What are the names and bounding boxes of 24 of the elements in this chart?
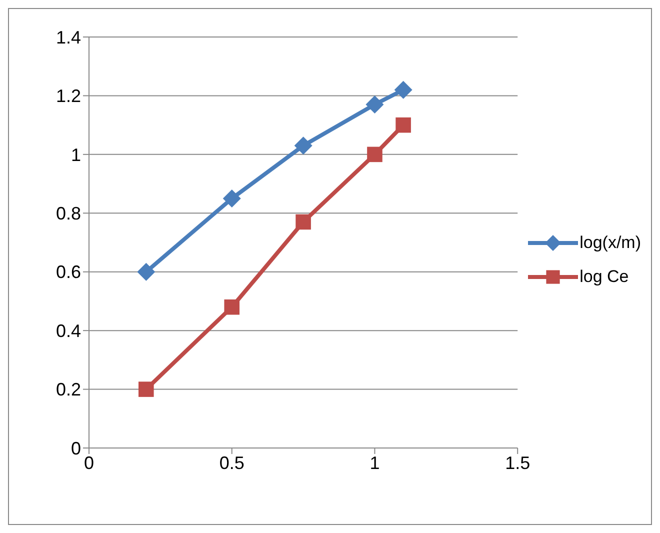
point <box>222 189 241 208</box>
y-tick-label: 0.8 <box>56 204 81 224</box>
y-tick-label: 1.2 <box>56 86 81 106</box>
x-tick-label: 0.5 <box>219 452 244 473</box>
legend-label: log(x/m) <box>580 232 641 252</box>
y-tick-label: 0.4 <box>56 320 81 341</box>
x-tick-label: 0 <box>84 452 94 473</box>
x-tick-label: 1 <box>370 452 380 473</box>
y-tick-label: 0.2 <box>56 380 81 400</box>
x-tick-label: 1.5 <box>505 452 530 473</box>
point <box>137 262 156 281</box>
point <box>367 146 382 162</box>
point <box>294 136 312 155</box>
point <box>394 80 412 99</box>
point <box>224 299 240 315</box>
legend-label: log Ce <box>580 266 629 286</box>
y-tick-label: 1 <box>70 144 81 165</box>
point <box>138 382 154 397</box>
point <box>296 214 311 230</box>
point <box>396 117 411 133</box>
y-tick-label: 0 <box>70 438 81 458</box>
y-tick-label: 0.6 <box>56 262 81 282</box>
point <box>366 96 384 114</box>
y-tick-label: 1.4 <box>56 27 81 48</box>
